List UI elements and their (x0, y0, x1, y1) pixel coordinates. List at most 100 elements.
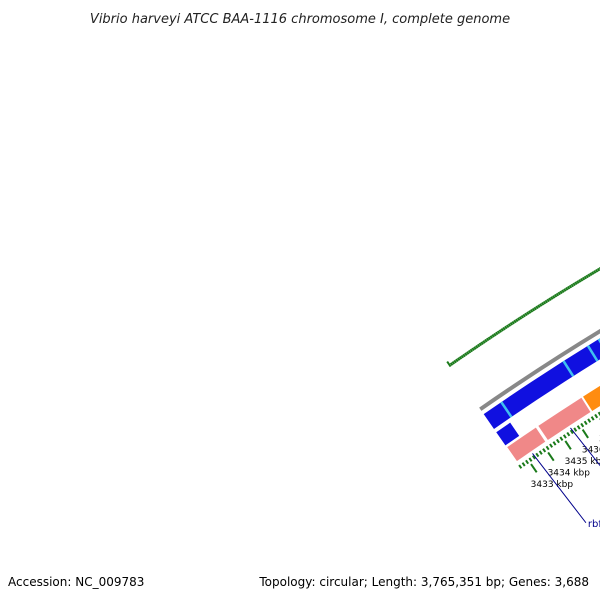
outer-tick-dot (546, 298, 550, 303)
outer-tick-dot (555, 292, 560, 297)
outer-tick-dot (462, 353, 466, 358)
scale-tick-label: 3434 kbp (548, 468, 591, 478)
gene-leader-line (570, 427, 600, 467)
outer-tick-dot (455, 358, 459, 363)
outer-tick-dot (563, 288, 567, 292)
outer-tick-dot (548, 297, 552, 302)
scale-tick (581, 429, 589, 439)
gene-block (581, 384, 600, 413)
inner-tick-dot (590, 416, 595, 421)
outer-tick-dot (561, 289, 565, 293)
outer-tick-dot (557, 291, 561, 296)
outer-tick-dot (520, 314, 525, 319)
outer-tick-dot (484, 338, 488, 343)
outer-tick-dot (449, 362, 454, 366)
inner-tick-dot (569, 429, 574, 435)
outer-tick-dot (587, 273, 591, 278)
outer-tick-dot (460, 354, 465, 359)
gene-leader-line (532, 453, 587, 524)
topology-summary: Topology: circular; Length: 3,765,351 bp… (258, 575, 589, 589)
outer-tick-dot (489, 335, 493, 339)
outer-tick-dot (464, 352, 468, 356)
inner-tick-dot (552, 441, 557, 446)
outer-tick-dot (572, 282, 576, 287)
outer-tick-dot (495, 331, 499, 336)
map-title: Vibrio harveyi ATCC BAA-1116 chromosome … (90, 12, 510, 27)
inner-tick-dot (528, 457, 533, 462)
scale-tick (564, 440, 572, 450)
outer-tick-dot (451, 361, 456, 365)
outer-tick-dot (506, 324, 510, 329)
outer-tick-dot (471, 347, 475, 352)
outer-tick-dot (533, 306, 537, 311)
outer-strand-junction (500, 401, 513, 418)
outer-tick-dot (537, 304, 541, 308)
inner-tick-dot (556, 438, 560, 444)
outer-tick-dot (467, 349, 472, 354)
inner-tick-dot (583, 420, 588, 426)
scale-tick-label: 3437 kbp (599, 435, 600, 445)
inner-tick-dot (535, 452, 540, 458)
outer-tick-dot (566, 285, 571, 290)
gene-label: rbfA (588, 519, 600, 530)
outer-tick-dot (482, 340, 486, 344)
outer-tick-dot (476, 343, 481, 348)
scale-tick-label: 3435 kbp (565, 457, 600, 467)
scale-tick (530, 463, 538, 473)
scale-tick-label: 3436 kbp (582, 446, 600, 456)
accession-label: Accession: NC_009783 (8, 575, 144, 589)
outer-tick-dot (509, 322, 514, 326)
outer-tick-dot (507, 323, 512, 327)
outer-tick-dot (553, 293, 558, 298)
outer-strand-track (483, 338, 600, 429)
inner-tick-ring (518, 411, 600, 469)
scale-tick-label: 3433 kbp (531, 480, 574, 490)
inner-tick-dot (538, 450, 543, 455)
outer-tick-dot (570, 283, 574, 288)
outer-tick-dot (469, 348, 474, 353)
outer-tick-dot (585, 274, 589, 279)
inner-tick-dot (545, 445, 550, 451)
backbone-line (479, 328, 600, 411)
inner-tick-dot (518, 464, 523, 469)
inner-tick-dot (521, 462, 526, 467)
outer-strand-junction (562, 360, 575, 377)
outer-strand-feature (483, 338, 600, 429)
outer-strand-junction (586, 345, 599, 362)
outer-tick-dot (578, 279, 582, 283)
outer-tick-dot (487, 336, 492, 341)
inner-tick-dot (576, 425, 581, 430)
outer-tick-dot (529, 309, 534, 313)
outer-tick-dot (491, 334, 495, 338)
outer-tick-dot (518, 316, 523, 320)
outer-tick-dot (515, 318, 519, 323)
outer-tick-dot (540, 302, 545, 306)
outer-tick-dot (522, 313, 526, 318)
outer-tick-dot (591, 271, 595, 275)
inner-tick-dot (549, 443, 554, 448)
outer-tick-dot (593, 270, 597, 274)
outer-tick-dot (550, 296, 554, 300)
outer-tick-dot (457, 357, 461, 361)
inner-tick-dot (562, 434, 567, 439)
outer-tick-ring (446, 267, 600, 368)
outer-tick-dot (473, 346, 477, 350)
outer-tick-dot (542, 300, 547, 305)
inner-tick-dot (531, 455, 536, 460)
outer-tick-dot (531, 307, 536, 312)
outer-tick-dot (559, 290, 563, 295)
inner-strand-feature (496, 422, 520, 446)
inner-strand-track (496, 422, 520, 446)
inner-tick-dot (566, 431, 571, 437)
outer-tick-dot (480, 341, 484, 345)
outer-tick-dot (504, 325, 508, 330)
outer-tick-dot (502, 326, 506, 331)
outer-tick-dot (580, 277, 584, 282)
inner-tick-dot (580, 422, 585, 428)
outer-tick-dot (552, 295, 556, 299)
outer-tick-dot (493, 332, 497, 337)
backbone-arc (479, 328, 600, 411)
outer-tick-dot (535, 305, 539, 310)
